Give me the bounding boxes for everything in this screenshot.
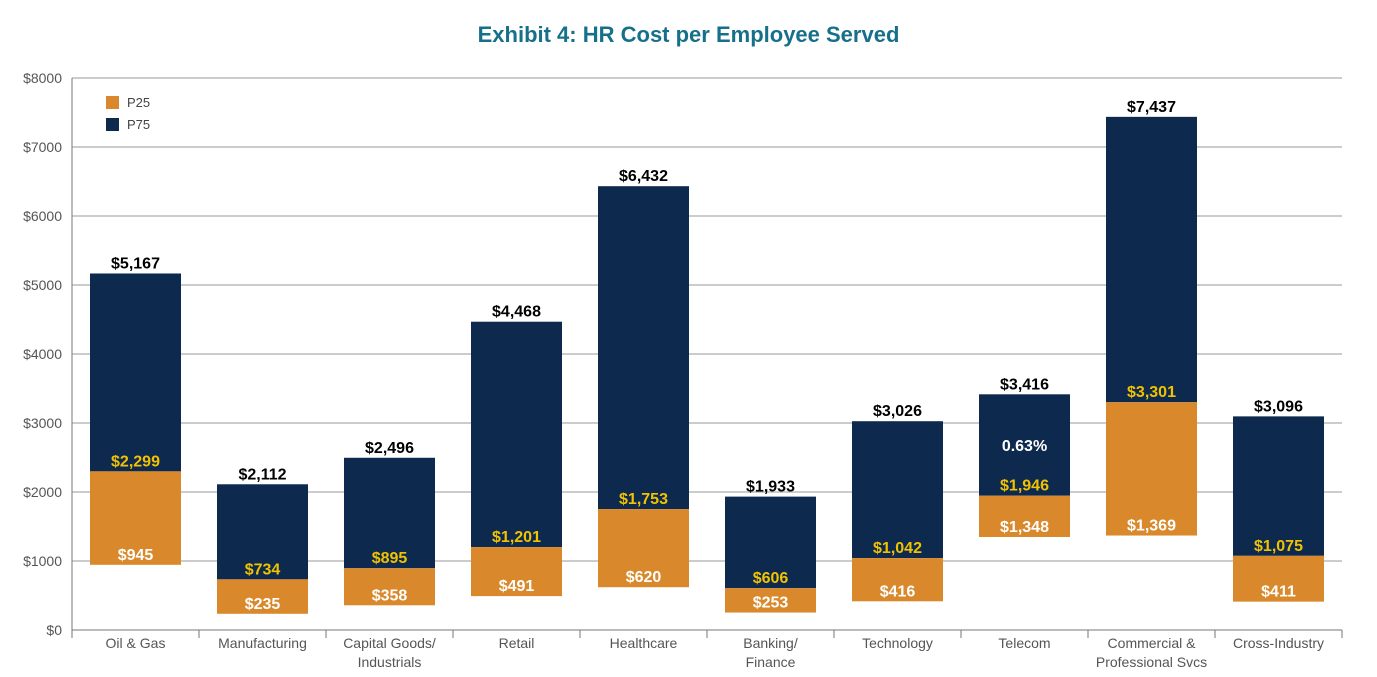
x-category-label: Manufacturing [218,635,307,651]
data-label-p75-high: $3,026 [873,403,922,420]
bar-p25 [217,579,308,614]
data-label-p25-low: $416 [880,583,916,600]
x-category-label: Healthcare [610,635,678,651]
bar-p25 [1233,555,1324,602]
x-category-label: Capital Goods/Industrials [343,635,436,670]
bar-p75 [725,496,816,589]
bar-p25 [725,588,816,613]
data-label-p75-high: $7,437 [1127,99,1176,116]
bar-p75 [344,457,435,569]
y-tick-label: $6000 [23,208,62,224]
data-label-p25-high: $3,301 [1127,384,1176,401]
data-label-p75-high: $4,468 [492,304,541,321]
data-label-p25-high: $1,946 [1000,478,1049,495]
bar-p75 [598,186,689,510]
y-tick-label: $4000 [23,346,62,362]
data-label-p25-low: $253 [753,595,789,612]
x-category-label: Technology [862,635,933,651]
data-label-p75-high: $2,496 [365,440,414,457]
data-label-p25-high: $606 [753,570,789,587]
x-category-label: Cross-Industry [1233,635,1324,651]
legend-swatch-p75 [106,118,119,131]
bar-p75 [1233,416,1324,556]
data-label-p25-low: $411 [1261,584,1296,601]
legend-label-p25: P25 [127,95,150,110]
bar-p25 [471,547,562,597]
bar-p25 [344,568,435,606]
x-category-label: Retail [499,635,535,651]
data-label-p25-low: $491 [499,578,535,595]
data-label-p25-low: $1,348 [1000,519,1049,536]
data-label-p75-high: $5,167 [111,255,160,272]
data-label-p25-high: $1,201 [492,529,541,546]
y-tick-label: $8000 [23,70,62,86]
bar-p75 [217,484,308,580]
bar-p75 [852,421,943,559]
bar-p25 [979,495,1070,537]
data-label-p75-high: $3,416 [1000,376,1049,393]
annotation-label: 0.63% [1002,438,1047,455]
data-label-p75-high: $1,933 [746,479,795,496]
data-label-p25-high: $2,299 [111,453,160,470]
y-tick-label: $7000 [23,139,62,155]
x-category-label: Banking/Finance [743,635,798,670]
data-label-p25-high: $1,753 [619,491,668,508]
legend-label-p75: P75 [127,117,150,132]
bar-p75 [471,321,562,548]
chart-title: Exhibit 4: HR Cost per Employee Served [477,22,900,47]
data-label-p25-high: $734 [245,561,281,578]
data-label-p25-high: $1,042 [873,540,922,557]
bar-p75 [979,394,1070,496]
y-tick-label: $5000 [23,277,62,293]
y-tick-label: $2000 [23,484,62,500]
data-label-p25-low: $1,369 [1127,518,1176,535]
data-label-p25-low: $945 [118,547,154,564]
bar-p25 [852,558,943,602]
x-category-label: Oil & Gas [106,635,166,651]
bar-p25 [90,471,181,565]
bar-p75 [90,273,181,472]
data-label-p25-low: $620 [626,569,662,586]
data-label-p25-low: $235 [245,596,281,613]
bar-p25 [598,509,689,588]
legend-swatch-p25 [106,96,119,109]
bar-p75 [1106,116,1197,403]
data-label-p75-high: $6,432 [619,168,668,185]
bar-p25 [1106,402,1197,536]
data-label-p75-high: $3,096 [1254,398,1303,415]
data-label-p25-high: $1,075 [1254,538,1303,555]
x-category-label: Telecom [998,635,1050,651]
y-tick-label: $1000 [23,553,62,569]
y-tick-label: $3000 [23,415,62,431]
data-label-p25-high: $895 [372,550,408,567]
x-category-label: Commercial & Professional Svcs [1096,635,1207,670]
data-label-p75-high: $2,112 [238,466,286,483]
data-label-p25-low: $358 [372,587,408,604]
y-tick-label: $0 [46,622,62,638]
